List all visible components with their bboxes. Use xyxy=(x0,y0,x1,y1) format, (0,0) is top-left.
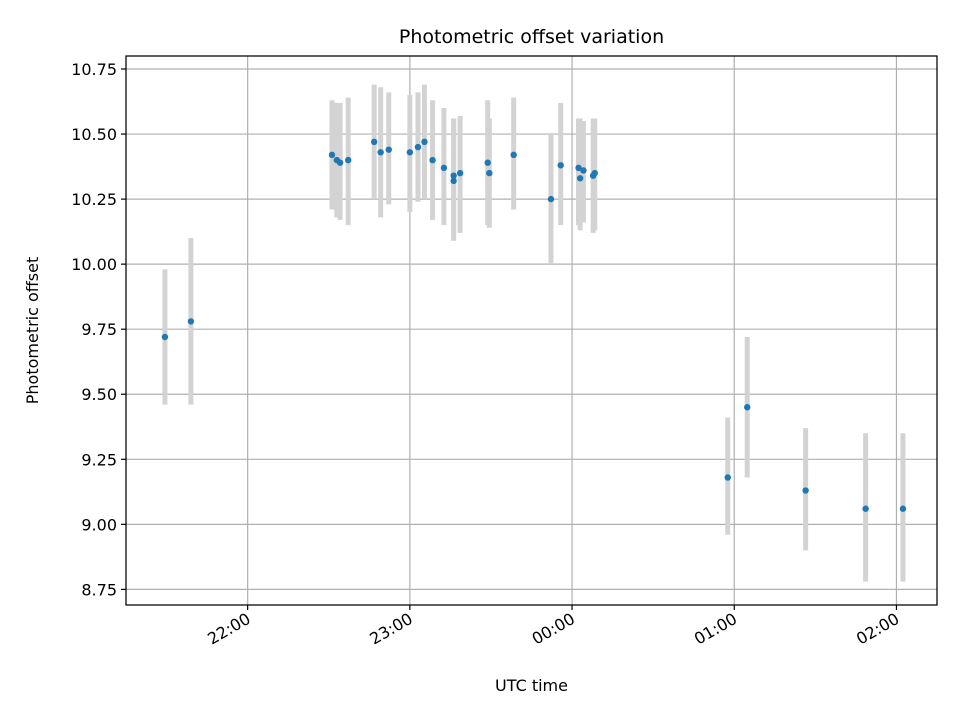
data-point xyxy=(575,164,582,172)
data-point xyxy=(187,318,195,325)
data-point xyxy=(576,175,584,182)
grid xyxy=(126,56,937,605)
data-point xyxy=(802,487,809,494)
data-point xyxy=(862,505,869,512)
data-point xyxy=(440,164,448,172)
y-tick-label: 10.00 xyxy=(71,255,117,274)
data-point xyxy=(486,169,493,177)
data-point xyxy=(899,505,907,512)
y-tick-label: 9.50 xyxy=(81,385,117,404)
data-point xyxy=(414,143,422,151)
data-points xyxy=(161,138,907,512)
data-point xyxy=(406,149,414,156)
y-tick-label: 10.25 xyxy=(71,190,117,209)
data-point xyxy=(557,162,564,169)
x-axis-title: UTC time xyxy=(495,676,568,695)
y-tick-label: 8.75 xyxy=(81,580,117,599)
data-point xyxy=(744,404,751,411)
data-point xyxy=(450,172,457,179)
data-point xyxy=(370,138,378,146)
data-point xyxy=(336,159,344,166)
data-point xyxy=(161,333,169,341)
data-point xyxy=(328,151,336,159)
data-point xyxy=(429,156,436,164)
data-point xyxy=(450,177,457,185)
plot-frame xyxy=(125,55,938,606)
data-point xyxy=(456,169,464,177)
y-tick-label: 10.75 xyxy=(71,60,117,79)
data-point xyxy=(547,195,555,203)
y-tick-label: 9.00 xyxy=(81,515,117,534)
data-point xyxy=(724,474,731,481)
y-axis-title: Photometric offset xyxy=(23,257,42,405)
y-tick-label: 10.50 xyxy=(71,125,117,144)
data-point xyxy=(385,146,392,153)
data-point xyxy=(580,167,587,174)
data-point xyxy=(591,169,598,177)
chart-title: Photometric offset variation xyxy=(399,26,664,48)
data-point xyxy=(345,156,352,164)
data-point xyxy=(510,151,517,159)
data-point xyxy=(377,149,384,156)
y-tick-label: 9.25 xyxy=(81,450,117,469)
data-point xyxy=(421,138,428,146)
data-point xyxy=(484,159,491,166)
y-tick-label: 9.75 xyxy=(81,320,117,339)
